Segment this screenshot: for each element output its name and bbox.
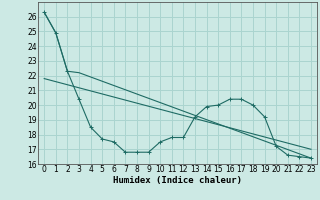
X-axis label: Humidex (Indice chaleur): Humidex (Indice chaleur) bbox=[113, 176, 242, 185]
